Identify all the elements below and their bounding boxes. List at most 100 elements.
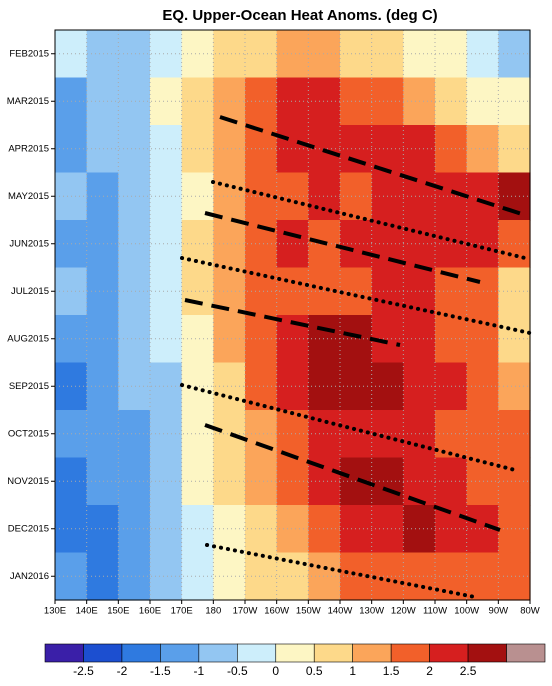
cell: [245, 410, 278, 459]
cell: [276, 172, 309, 221]
cell: [466, 410, 499, 459]
x-tick-label: 110W: [423, 606, 447, 617]
cell: [150, 267, 183, 316]
cell: [181, 30, 214, 79]
y-tick-label: OCT2015: [8, 428, 49, 439]
cell: [86, 457, 119, 506]
cell: [340, 77, 373, 126]
cell: [245, 552, 278, 601]
colorbar-box: [429, 643, 469, 663]
cell: [340, 220, 373, 269]
y-tick-label: AUG2015: [7, 333, 49, 344]
cell: [86, 410, 119, 459]
cell: [340, 267, 373, 316]
colorbar-box: [160, 643, 200, 663]
cell: [150, 362, 183, 411]
cell: [276, 552, 309, 601]
y-tick-label: JAN2016: [10, 571, 49, 582]
dotted-line: [180, 256, 532, 335]
cell: [213, 457, 246, 506]
dotted-line: [205, 543, 477, 599]
colorbar-box: [83, 643, 123, 663]
colorbar-label: -2.5: [73, 664, 94, 678]
cell: [86, 125, 119, 174]
x-tick-label: 150W: [296, 606, 321, 617]
colorbar-box: [121, 643, 161, 663]
cell: [213, 30, 246, 79]
dashed-line: [184, 298, 401, 347]
x-tick-label: 140W: [328, 606, 353, 617]
cell: [213, 362, 246, 411]
x-tick-label: 90W: [489, 606, 509, 617]
cell: [276, 30, 309, 79]
cell: [181, 505, 214, 554]
colorbar-label: 1: [349, 664, 356, 678]
y-tick-label: MAY2015: [8, 191, 49, 202]
colorbar-box: [275, 643, 315, 663]
cell: [340, 362, 373, 411]
x-tick-label: 120W: [391, 606, 416, 617]
colorbar-box: [44, 643, 84, 663]
cell: [466, 125, 499, 174]
cell: [276, 457, 309, 506]
cell: [181, 362, 214, 411]
x-tick-label: 80W: [520, 606, 540, 617]
x-tick-label: 150E: [107, 606, 129, 617]
colorbar-label: 1.5: [383, 664, 400, 678]
cell: [276, 267, 309, 316]
cell: [150, 457, 183, 506]
colorbar-box: [352, 643, 392, 663]
cell: [340, 315, 373, 364]
y-tick-label: SEP2015: [9, 381, 49, 392]
cell: [466, 220, 499, 269]
cell: [245, 267, 278, 316]
x-tick-label: 180: [205, 606, 221, 617]
field: [55, 30, 531, 601]
cell: [245, 315, 278, 364]
cell: [86, 315, 119, 364]
cell: [86, 267, 119, 316]
cell: [466, 315, 499, 364]
colorbar-label: -1: [194, 664, 205, 678]
dashed-line: [204, 423, 501, 532]
cell: [276, 125, 309, 174]
y-tick-label: JUN2015: [9, 238, 49, 249]
cell: [466, 267, 499, 316]
cell: [340, 125, 373, 174]
cell: [150, 552, 183, 601]
colorbar-label: 2.5: [460, 664, 477, 678]
cell: [181, 315, 214, 364]
dashed-line: [204, 211, 481, 284]
y-tick-label: FEB2015: [9, 48, 49, 59]
cell: [276, 77, 309, 126]
cell: [86, 505, 119, 554]
y-tick-label: JUL2015: [11, 286, 49, 297]
colorbar-label: -1.5: [150, 664, 171, 678]
cell: [213, 125, 246, 174]
cell: [181, 552, 214, 601]
colorbar-box: [237, 643, 277, 663]
colorbar-box: [506, 643, 546, 663]
cell: [213, 220, 246, 269]
x-tick-label: 100W: [454, 606, 479, 617]
x-tick-label: 130W: [359, 606, 384, 617]
axes: 130E 140E 150E 160E 170E 180 170W 160W 150W 140W 1…: [7, 48, 540, 616]
cell: [150, 30, 183, 79]
x-tick-label: 130E: [44, 606, 66, 617]
y-tick-label: APR2015: [8, 143, 49, 154]
cell: [150, 410, 183, 459]
colorbar-label: -0.5: [227, 664, 248, 678]
cell: [245, 30, 278, 79]
cell: [340, 505, 373, 554]
cell: [276, 220, 309, 269]
cell: [86, 172, 119, 221]
cell: [213, 505, 246, 554]
cell: [150, 172, 183, 221]
cell: [466, 457, 499, 506]
dotted-line: [180, 383, 517, 472]
x-tick-label: 170E: [171, 606, 193, 617]
cell: [181, 267, 214, 316]
x-tick-label: 160W: [264, 606, 289, 617]
